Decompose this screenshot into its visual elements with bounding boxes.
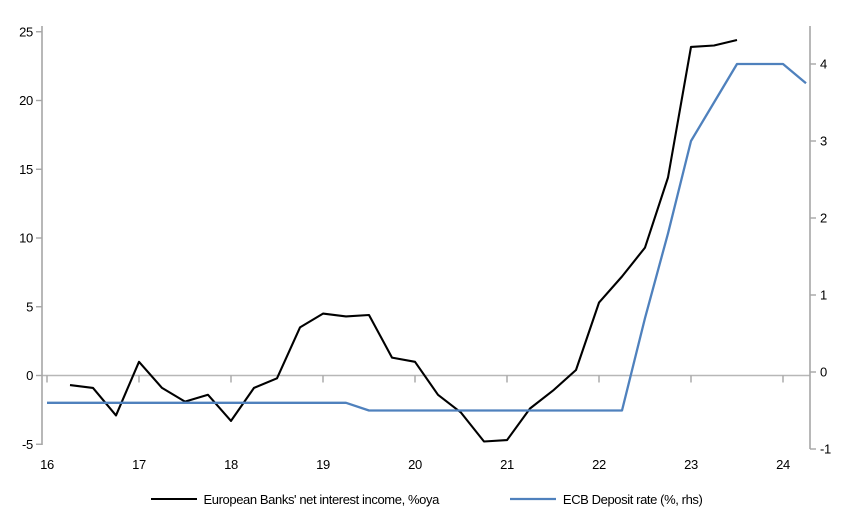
x-axis-tick-label: 18 [224,457,238,472]
legend-item-net-interest-income: European Banks' net interest income, %oy… [150,492,439,507]
y-axis-left-tick-label: 10 [19,231,33,246]
y-axis-left: -5 0 5 10 15 20 25 [19,24,43,452]
y-axis-right-tick-label: 2 [820,211,827,226]
x-axis-tick-label: 20 [408,457,422,472]
y-axis-left-tick-label: -5 [22,437,33,452]
chart-legend: European Banks' net interest income, %oy… [0,484,852,514]
blue-line-swatch [509,497,556,501]
legend-label-net-interest-income: European Banks' net interest income, %oy… [203,491,440,507]
y-axis-left-tick-label: 25 [19,24,33,39]
y-axis-right-tick-label: 0 [820,365,827,380]
series-line-ecb-deposit-rate [47,62,807,412]
y-axis-right-tick-label: 1 [820,288,827,303]
x-axis-tick-label: 16 [40,457,54,472]
y-axis-left-tick-label: 20 [19,93,33,108]
y-axis-left-tick-label: 15 [19,162,33,177]
y-axis-right-tick-label: -1 [820,442,831,457]
x-axis-tick-label: 22 [592,457,606,472]
y-axis-left-tick-label: 5 [26,299,33,314]
y-axis-left-tick-label: 0 [26,368,33,383]
x-axis-tick-label: 17 [132,457,146,472]
y-axis-right-tick-label: 3 [820,134,827,149]
x-axis: 16 17 18 19 20 21 22 23 24 [40,375,790,472]
legend-label-ecb-deposit-rate: ECB Deposit rate (%, rhs) [562,491,703,507]
x-axis-tick-label: 23 [684,457,698,472]
x-axis-tick-label: 24 [776,457,790,472]
y-axis-right: -1 0 1 2 3 4 [809,26,831,457]
x-axis-tick-label: 19 [316,457,330,472]
legend-item-ecb-deposit-rate: ECB Deposit rate (%, rhs) [509,492,703,507]
x-axis-tick-label: 21 [500,457,514,472]
y-axis-right-tick-label: 4 [820,57,827,72]
black-line-swatch [150,497,197,501]
series-line-net-interest-income [69,38,738,443]
